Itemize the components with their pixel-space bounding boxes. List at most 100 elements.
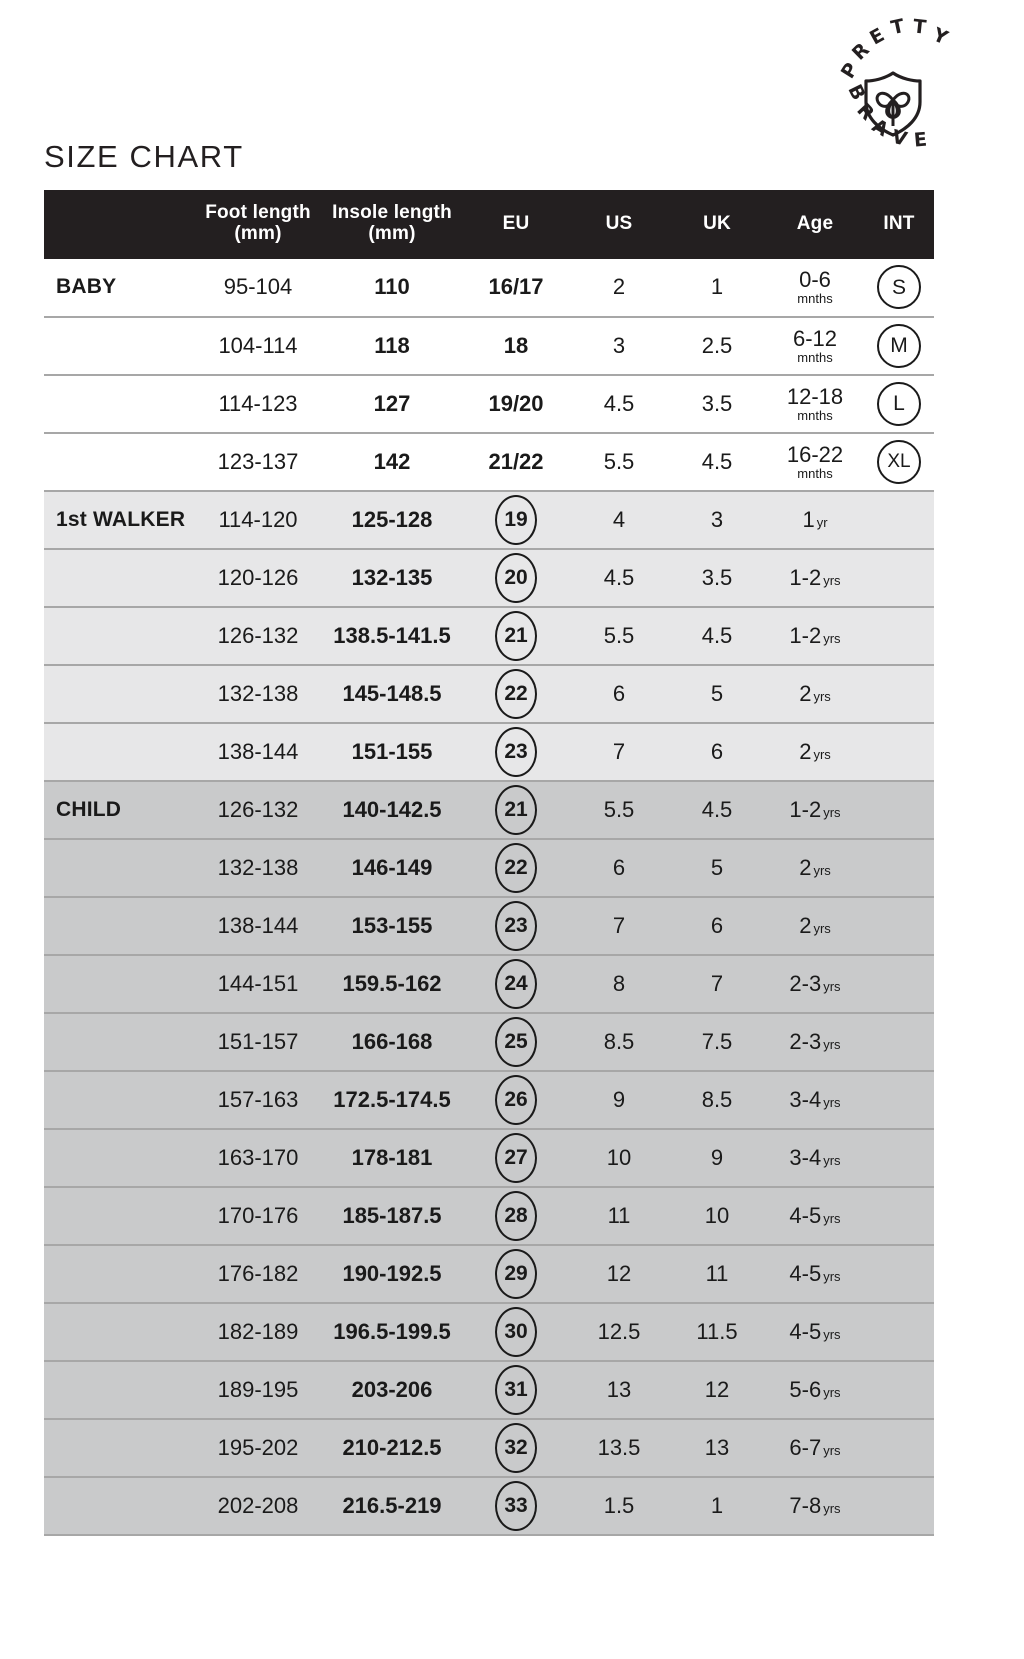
eu-size-circle: 20 — [495, 552, 537, 603]
table-row: 163-170 178-181 27 10 9 3-4 yrs — [44, 1128, 934, 1188]
age-value-group: 12-18 mnths — [768, 385, 862, 423]
cell-eu: 23 — [462, 896, 570, 956]
cell-int — [864, 1186, 934, 1246]
age-value: 2 — [799, 680, 812, 706]
cell-age: 2 yrs — [766, 664, 864, 724]
cell-int — [864, 954, 934, 1014]
cell-category — [44, 1186, 194, 1246]
int-size-circle: XL — [877, 439, 921, 484]
svg-text:E: E — [866, 24, 888, 50]
eu-size-circle: 29 — [495, 1248, 537, 1299]
cell-category — [44, 1418, 194, 1478]
cell-us: 4.5 — [570, 374, 668, 434]
cell-insole-length: 118 — [322, 316, 462, 376]
eu-size-circle: 33 — [495, 1480, 537, 1531]
cell-uk: 11 — [668, 1244, 766, 1304]
cell-uk: 1 — [668, 258, 766, 318]
cell-foot-length: 126-132 — [194, 780, 322, 840]
age-value: 6-12 — [792, 325, 838, 351]
cell-us: 4.5 — [570, 548, 668, 608]
cell-insole-length: 153-155 — [322, 896, 462, 956]
cell-insole-length: 172.5-174.5 — [322, 1070, 462, 1130]
cell-age: 2 yrs — [766, 838, 864, 898]
cell-eu: 21 — [462, 606, 570, 666]
cell-category — [44, 664, 194, 724]
cell-uk: 1 — [668, 1476, 766, 1536]
cell-category — [44, 838, 194, 898]
table-row: 176-182 190-192.5 29 12 11 4-5 yrs — [44, 1244, 934, 1304]
age-unit: yrs — [823, 1268, 841, 1284]
cell-us: 10 — [570, 1128, 668, 1188]
cell-foot-length: 114-120 — [194, 490, 322, 550]
cell-insole-length: 127 — [322, 374, 462, 434]
cell-age: 2-3 yrs — [766, 1012, 864, 1072]
age-value: 4-5 — [789, 1260, 822, 1286]
eu-size-circle: 30 — [495, 1306, 537, 1357]
eu-size-circle: 31 — [495, 1364, 537, 1415]
age-value: 1-2 — [789, 564, 822, 590]
age-unit: yrs — [823, 572, 841, 588]
cell-us: 12.5 — [570, 1302, 668, 1362]
cell-uk: 4.5 — [668, 432, 766, 492]
age-value: 5-6 — [789, 1376, 822, 1402]
eu-size-circle: 21 — [495, 610, 537, 661]
cell-eu: 24 — [462, 954, 570, 1014]
age-value: 2 — [799, 854, 812, 880]
cell-uk: 2.5 — [668, 316, 766, 376]
column-header-uk: UK — [703, 212, 731, 234]
age-value-group: 16-22 mnths — [768, 443, 862, 481]
cell-foot-length: 195-202 — [194, 1418, 322, 1478]
age-unit: yrs — [823, 630, 841, 646]
page-title: SIZE CHART — [44, 139, 244, 174]
cell-eu: 18 — [462, 316, 570, 376]
cell-insole-length: 138.5-141.5 — [322, 606, 462, 666]
age-value: 0-6 — [799, 267, 831, 293]
cell-age: 16-22 mnths — [766, 432, 864, 492]
age-value: 7-8 — [789, 1492, 822, 1518]
eu-size-circle: 21 — [495, 784, 537, 835]
cell-category — [44, 1360, 194, 1420]
cell-insole-length: 159.5-162 — [322, 954, 462, 1014]
cell-eu: 25 — [462, 1012, 570, 1072]
table-row: 123-137 142 21/22 5.5 4.5 16-22 mnths XL — [44, 432, 934, 492]
cell-eu: 22 — [462, 664, 570, 724]
cell-insole-length: 203-206 — [322, 1360, 462, 1420]
cell-category — [44, 1012, 194, 1072]
size-chart-table: Foot length (mm) Insole length (mm) EU U… — [44, 190, 934, 1536]
cell-eu: 28 — [462, 1186, 570, 1246]
age-unit: yr — [816, 514, 828, 530]
cell-age: 2-3 yrs — [766, 954, 864, 1014]
age-value: 1 — [802, 506, 815, 532]
cell-age: 4-5 yrs — [766, 1244, 864, 1304]
age-value: 16-22 — [786, 441, 844, 467]
eu-size-circle: 26 — [495, 1074, 537, 1125]
cell-int — [864, 664, 934, 724]
cell-age: 2 yrs — [766, 896, 864, 956]
age-unit: mnths — [797, 291, 833, 307]
size-chart-table-wrap: Foot length (mm) Insole length (mm) EU U… — [44, 190, 934, 1536]
cell-age: 1-2 yrs — [766, 606, 864, 666]
cell-int — [864, 1128, 934, 1188]
cell-uk: 8.5 — [668, 1070, 766, 1130]
cell-int — [864, 1418, 934, 1478]
cell-uk: 3.5 — [668, 548, 766, 608]
svg-text:P: P — [837, 59, 863, 83]
cell-foot-length: 126-132 — [194, 606, 322, 666]
eu-size-circle: 22 — [495, 842, 537, 893]
age-value: 3-4 — [789, 1144, 822, 1170]
table-row: 132-138 145-148.5 22 6 5 2 yrs — [44, 664, 934, 724]
table-row: 132-138 146-149 22 6 5 2 yrs — [44, 838, 934, 898]
cell-eu: 19 — [462, 490, 570, 550]
cell-foot-length: 138-144 — [194, 896, 322, 956]
column-header-insole-length: Insole length (mm) — [322, 190, 462, 259]
table-row: 138-144 153-155 23 7 6 2 yrs — [44, 896, 934, 956]
cell-us: 6 — [570, 664, 668, 724]
table-row: 104-114 118 18 3 2.5 6-12 mnths M — [44, 316, 934, 376]
cell-age: 12-18 mnths — [766, 374, 864, 434]
cell-uk: 13 — [668, 1418, 766, 1478]
svg-text:E: E — [913, 128, 928, 151]
cell-category — [44, 1476, 194, 1536]
cell-eu: 19/20 — [462, 374, 570, 434]
column-header-foot-length-label: Foot length — [205, 202, 311, 223]
cell-us: 13 — [570, 1360, 668, 1420]
